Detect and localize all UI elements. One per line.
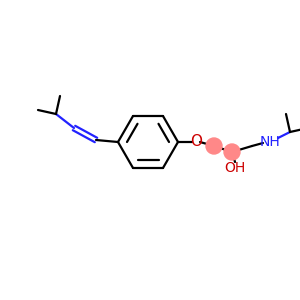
Text: O: O bbox=[190, 134, 202, 148]
Text: OH: OH bbox=[224, 161, 246, 175]
Text: NH: NH bbox=[260, 135, 280, 149]
Circle shape bbox=[224, 144, 240, 160]
Circle shape bbox=[206, 138, 222, 154]
